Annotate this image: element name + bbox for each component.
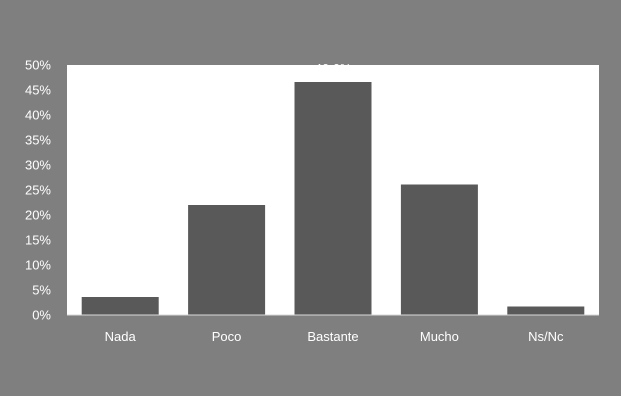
y-tick-label: 20%	[25, 208, 51, 223]
x-tick-label: Bastante	[307, 329, 358, 344]
bar-bastante	[294, 82, 372, 315]
x-tick-label: Mucho	[420, 329, 459, 344]
data-label: 46.6%	[315, 61, 352, 76]
bar-poco	[188, 205, 266, 315]
data-label: 1.7%	[531, 286, 561, 301]
y-tick-label: 5%	[32, 283, 51, 298]
x-tick-label: Nada	[105, 329, 137, 344]
y-tick-label: 45%	[25, 83, 51, 98]
bar-nada	[81, 297, 159, 315]
data-label: 3.6%	[105, 276, 135, 291]
y-tick-label: 25%	[25, 183, 51, 198]
bar-mucho	[400, 184, 478, 315]
y-tick-label: 0%	[32, 308, 51, 323]
y-tick-label: 40%	[25, 108, 51, 123]
x-tick-label: Poco	[212, 329, 242, 344]
y-tick-label: 35%	[25, 133, 51, 148]
y-tick-label: 15%	[25, 233, 51, 248]
bar-ns-nc	[507, 306, 585, 315]
x-tick-label: Ns/Nc	[528, 329, 564, 344]
y-axis-ticks: 0% 5% 10% 15% 20% 25% 30% 35% 40% 45% 50%	[25, 58, 51, 323]
data-label: 22.0%	[208, 184, 245, 199]
x-axis-ticks: Nada Poco Bastante Mucho Ns/Nc	[105, 329, 564, 344]
bars-layer	[81, 82, 585, 315]
y-tick-label: 30%	[25, 158, 51, 173]
y-tick-label: 10%	[25, 258, 51, 273]
data-label: 26.1%	[421, 164, 458, 179]
data-labels: 3.6% 22.0% 46.6% 26.1% 1.7%	[105, 61, 561, 301]
y-tick-label: 50%	[25, 58, 51, 73]
